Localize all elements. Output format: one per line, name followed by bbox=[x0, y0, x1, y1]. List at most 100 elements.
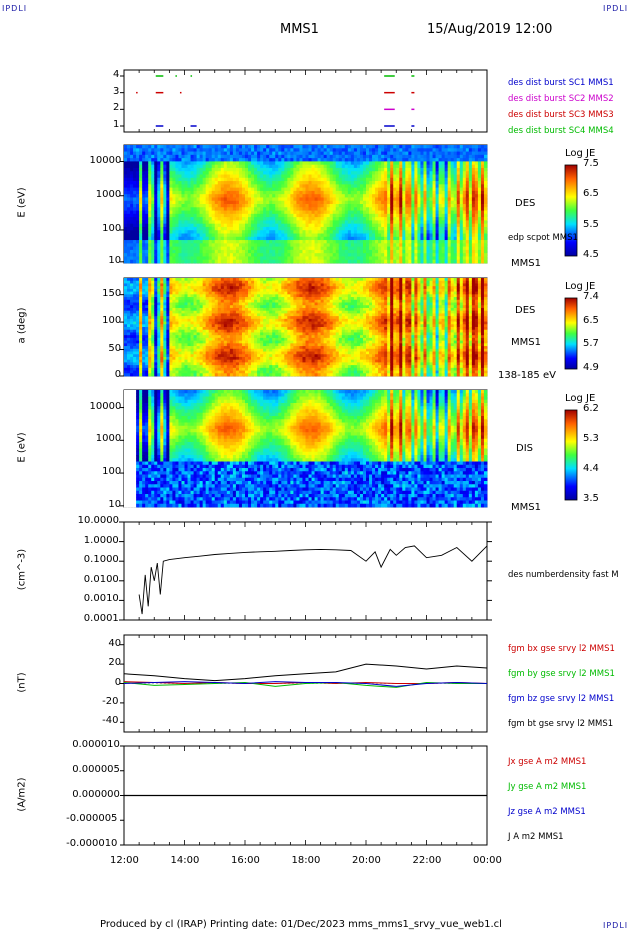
spectrogram-cell bbox=[248, 217, 252, 221]
spectrogram-cell bbox=[124, 148, 128, 152]
spectrogram-cell bbox=[459, 226, 464, 231]
spectrogram-cell bbox=[145, 197, 149, 202]
spectrogram-cell bbox=[148, 174, 152, 179]
spectrogram-cell bbox=[196, 249, 201, 254]
spectrogram-cell bbox=[145, 356, 149, 361]
spectrogram-cell bbox=[223, 194, 228, 198]
spectrogram-cell bbox=[284, 151, 288, 156]
spectrogram-cell bbox=[287, 256, 291, 261]
spectrogram-cell bbox=[347, 213, 352, 218]
spectrogram-cell bbox=[468, 181, 473, 185]
spectrogram-cell bbox=[223, 167, 228, 172]
spectrogram-cell bbox=[399, 194, 403, 198]
spectrogram-cell bbox=[202, 174, 207, 179]
spectrogram-cell bbox=[257, 154, 261, 159]
spectrogram-cell bbox=[399, 154, 403, 159]
spectrogram-cell bbox=[384, 174, 388, 179]
spectrogram-cell bbox=[190, 161, 194, 166]
spectrogram-cell bbox=[127, 253, 131, 257]
spectrogram-cell bbox=[145, 365, 149, 369]
spectrogram-cell bbox=[435, 217, 439, 221]
spectrogram-cell bbox=[323, 207, 328, 211]
spectrogram-cell bbox=[411, 184, 415, 189]
spectrogram-cell bbox=[378, 246, 382, 251]
spectrogram-cell bbox=[323, 194, 328, 198]
spectrogram-cell bbox=[145, 167, 149, 172]
spectrogram-cell bbox=[275, 249, 279, 254]
spectrogram-cell bbox=[139, 164, 143, 169]
spectrogram-cell bbox=[471, 184, 476, 189]
spectrogram-cell bbox=[139, 154, 143, 159]
spectrogram-cell bbox=[299, 240, 303, 244]
spectrogram-cell bbox=[181, 151, 185, 156]
spectrogram-cell bbox=[366, 177, 370, 182]
spectrogram-cell bbox=[456, 184, 461, 189]
spectrogram-cell bbox=[232, 253, 237, 257]
spectrogram-cell bbox=[314, 240, 318, 244]
spectrogram-cell bbox=[187, 213, 191, 218]
spectrogram-cell bbox=[320, 226, 325, 231]
spectrogram-cell bbox=[447, 171, 452, 175]
spectrogram-cell bbox=[338, 210, 343, 215]
spectrogram-cell bbox=[468, 197, 473, 202]
spectrogram-cell bbox=[332, 154, 337, 159]
spectrogram-cell bbox=[338, 177, 343, 182]
spectrogram-cell bbox=[245, 207, 249, 211]
spectrogram-cell bbox=[226, 243, 231, 248]
spectrogram-cell bbox=[369, 187, 373, 192]
spectrogram-cell bbox=[356, 217, 361, 221]
spectrogram-cell bbox=[287, 207, 291, 211]
spectrogram-cell bbox=[241, 151, 246, 156]
spectrogram-cell bbox=[299, 167, 303, 172]
spectrogram-cell bbox=[384, 213, 388, 218]
spectrogram-cell bbox=[426, 164, 430, 169]
spectrogram-cell bbox=[338, 253, 343, 257]
spectrogram-cell bbox=[338, 204, 343, 208]
spectrogram-cell bbox=[145, 256, 149, 261]
spectrogram-cell bbox=[193, 243, 197, 248]
spectrogram-cell bbox=[278, 246, 282, 251]
spectrogram-cell bbox=[166, 256, 170, 261]
spectrogram-cell bbox=[139, 210, 143, 215]
spectrogram-cell bbox=[435, 233, 439, 238]
spectrogram-cell bbox=[396, 158, 400, 162]
spectrogram-cell bbox=[202, 233, 207, 238]
spectrogram-cell bbox=[160, 197, 164, 202]
spectrogram-cell bbox=[127, 171, 131, 175]
spectrogram-cell bbox=[465, 151, 470, 156]
spectrogram-cell bbox=[163, 233, 167, 238]
spectrogram-cell bbox=[411, 213, 415, 218]
spectrogram-cell bbox=[305, 240, 309, 244]
spectrogram-cell bbox=[375, 226, 379, 231]
spectrogram-cell bbox=[287, 200, 291, 205]
spectrogram-cell bbox=[124, 197, 128, 202]
spectrogram-cell bbox=[405, 200, 409, 205]
spectrogram-cell bbox=[163, 246, 167, 251]
spectrogram-cell bbox=[480, 249, 485, 254]
spectrogram-cell bbox=[296, 259, 300, 264]
spectrogram-cell bbox=[245, 217, 249, 221]
spectrogram-cell bbox=[423, 213, 427, 218]
spectrogram-cell bbox=[229, 223, 234, 228]
spectrogram-cell bbox=[323, 145, 328, 149]
spectrogram-cell bbox=[190, 217, 194, 221]
spectrogram-cell bbox=[175, 243, 179, 248]
spectrogram-cell bbox=[320, 256, 325, 261]
spectrogram-cell bbox=[133, 226, 137, 231]
spectrogram-cell bbox=[375, 246, 379, 251]
spectrogram-cell bbox=[432, 177, 436, 182]
spectrogram-cell bbox=[311, 164, 315, 169]
spectrogram-cell bbox=[187, 184, 191, 189]
spectrogram-cell bbox=[229, 148, 234, 152]
spectrogram-cell bbox=[366, 204, 370, 208]
spectrogram-cell bbox=[284, 220, 288, 225]
spectrogram-cell bbox=[214, 213, 219, 218]
spectrogram-cell bbox=[163, 190, 167, 195]
spectrogram-cell bbox=[211, 213, 216, 218]
spectrogram-cell bbox=[269, 240, 273, 244]
spectrogram-cell bbox=[208, 194, 213, 198]
spectrogram-cell bbox=[447, 197, 452, 202]
spectrogram-cell bbox=[211, 246, 216, 251]
spectrogram-cell bbox=[232, 256, 237, 261]
spectrogram-cell bbox=[269, 253, 273, 257]
